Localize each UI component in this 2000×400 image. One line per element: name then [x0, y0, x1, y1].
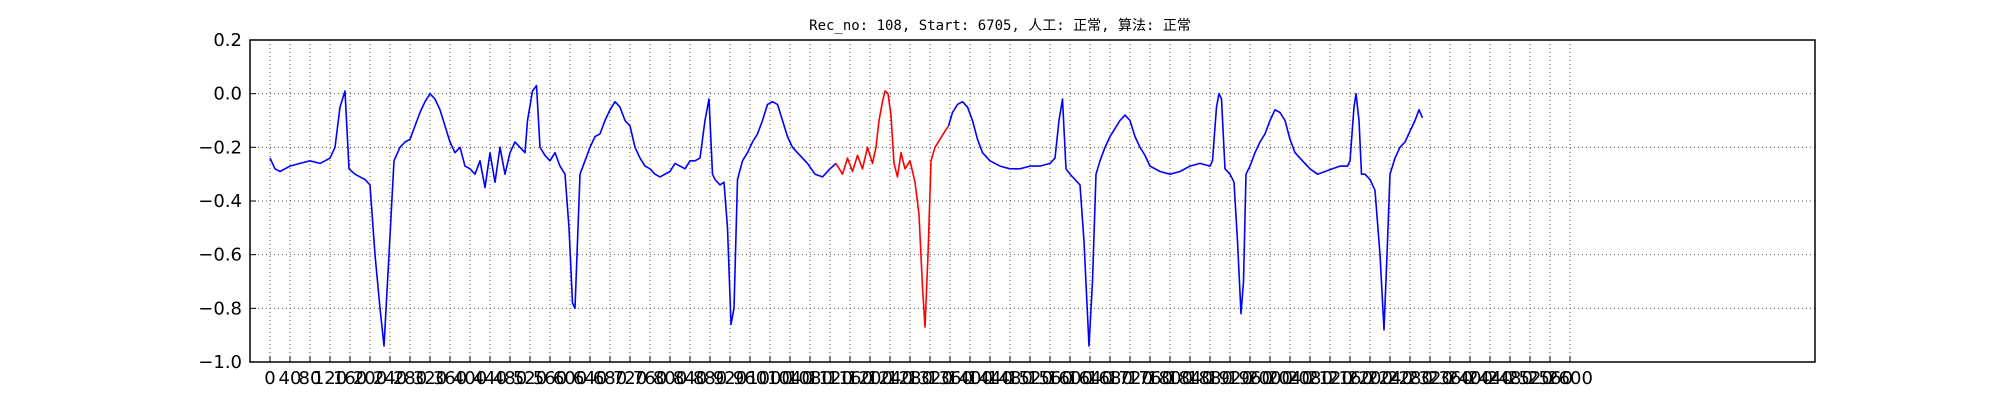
x-tick-label: 1000: [747, 368, 793, 389]
y-tick-label: −0.4: [198, 191, 242, 212]
x-tick-label: 2560: [1527, 368, 1573, 389]
ecg-series-line-2: [835, 90, 950, 328]
x-axis: 0 408012016020024028032036040044048052056…: [264, 356, 1593, 389]
ecg-series-line-3: [947, 92, 1424, 347]
x-tick-label: 2120: [1307, 368, 1353, 389]
y-tick-label: −0.8: [198, 298, 242, 319]
x-tick-label: 440: [473, 368, 507, 389]
x-tick-label: 1360: [927, 368, 973, 389]
y-axis: 0.2 0.0 −0.2 −0.4 −0.6 −0.8 −1.0: [198, 30, 256, 373]
x-tick-label: 120: [313, 368, 347, 389]
x-tick-label: 1640: [1067, 368, 1113, 389]
x-tick-label: 1960: [1227, 368, 1273, 389]
x-tick-label: 2080: [1287, 368, 1333, 389]
x-tick-label: 2160: [1327, 368, 1373, 389]
x-tick-label: 1080: [787, 368, 833, 389]
x-tick-label: 320: [413, 368, 447, 389]
x-tick-label: 400: [453, 368, 487, 389]
x-tick-label: 1920: [1207, 368, 1253, 389]
x-tick-label: 640: [573, 368, 607, 389]
x-tick-label: 1440: [967, 368, 1013, 389]
x-tick-label: 2360: [1427, 368, 1473, 389]
ecg-series-line-1: [269, 84, 837, 347]
x-tick-label: 2280: [1387, 368, 1433, 389]
x-tick-label: 840: [673, 368, 707, 389]
x-tick-label: 920: [713, 368, 747, 389]
x-tick-label: 2000: [1247, 368, 1293, 389]
x-tick-label: 2480: [1487, 368, 1533, 389]
x-tick-label: 1840: [1167, 368, 1213, 389]
x-tick-label: 2240: [1367, 368, 1413, 389]
x-tick-label: 40: [279, 368, 302, 389]
x-tick-label: 800: [653, 368, 687, 389]
x-tick-label: 2440: [1467, 368, 1513, 389]
y-tick-label: 0.0: [213, 84, 242, 105]
x-tick-label: 480: [493, 368, 527, 389]
x-tick-label: 2200: [1347, 368, 1393, 389]
x-tick-label: 1880: [1187, 368, 1233, 389]
x-tick-label: 1520: [1007, 368, 1053, 389]
x-tick-label: 1680: [1087, 368, 1133, 389]
x-tick-label: 360: [433, 368, 467, 389]
x-tick-label: 1400: [947, 368, 993, 389]
x-tick-label: 520: [513, 368, 547, 389]
x-tick-label: 2400: [1447, 368, 1493, 389]
series-layer: [269, 84, 1424, 347]
x-tick-label: 80: [299, 368, 322, 389]
x-tick-label: 1280: [887, 368, 933, 389]
x-tick-label: 1120: [807, 368, 853, 389]
x-tick-label: 2520: [1507, 368, 1553, 389]
x-tick-label: 760: [633, 368, 667, 389]
x-tick-label: 0: [264, 368, 275, 389]
x-tick-label: 600: [553, 368, 587, 389]
x-tick-label: 960: [733, 368, 767, 389]
x-tick-label: 200: [353, 368, 387, 389]
x-tick-label: 280: [393, 368, 427, 389]
x-tick-label: 1240: [867, 368, 913, 389]
y-tick-label: −0.2: [198, 137, 242, 158]
x-tick-label: 2600: [1547, 368, 1593, 389]
chart-title: Rec_no: 108, Start: 6705, 人工: 正常, 算法: 正常: [809, 18, 1191, 34]
plot-frame: [249, 39, 1816, 363]
y-tick-label: 0.2: [213, 30, 242, 51]
x-tick-label: 1720: [1107, 368, 1153, 389]
x-tick-label: 240: [373, 368, 407, 389]
x-tick-label: 160: [333, 368, 367, 389]
x-tick-label: 720: [613, 368, 647, 389]
x-tick-label: 1040: [767, 368, 813, 389]
x-tick-label: 1800: [1147, 368, 1193, 389]
x-tick-label: 1480: [987, 368, 1033, 389]
x-tick-label: 1200: [847, 368, 893, 389]
x-tick-label: 1160: [827, 368, 873, 389]
x-tick-label: 1320: [907, 368, 953, 389]
x-tick-label: 880: [693, 368, 727, 389]
x-tick-label: 1600: [1047, 368, 1093, 389]
grid-layer: [250, 40, 1815, 362]
x-tick-label: 2040: [1267, 368, 1313, 389]
x-tick-label: 560: [533, 368, 567, 389]
x-tick-label: 2320: [1407, 368, 1453, 389]
x-tick-label: 1760: [1127, 368, 1173, 389]
y-tick-label: −0.6: [198, 245, 242, 266]
x-tick-label: 680: [593, 368, 627, 389]
y-tick-label: −1.0: [198, 352, 242, 373]
x-tick-label: 1560: [1027, 368, 1073, 389]
